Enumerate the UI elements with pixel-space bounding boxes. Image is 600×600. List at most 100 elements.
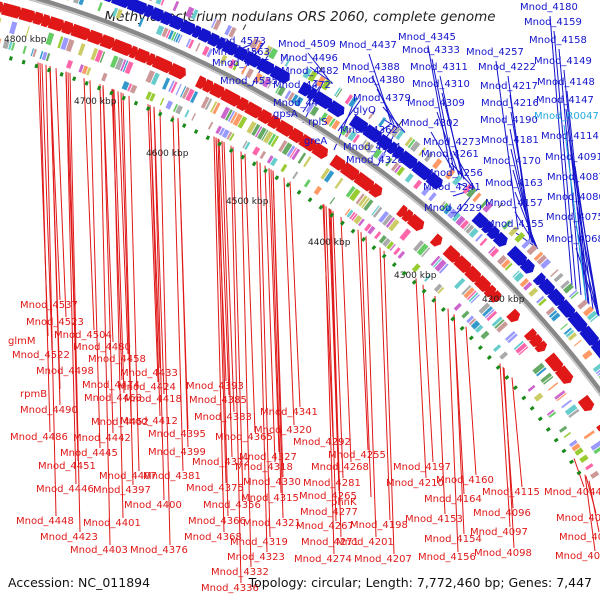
minus-feature-block <box>204 98 213 111</box>
minus-feature-block <box>286 145 296 158</box>
leader-line <box>128 95 140 472</box>
plus-feature-block <box>290 94 299 104</box>
leader-line <box>177 118 189 448</box>
minus-feature-block <box>564 404 578 416</box>
minus-gene-label: Mnod_4096 <box>473 508 531 519</box>
minus-gene-label: Mnod_4424 <box>118 382 176 393</box>
minus-feature-block <box>466 290 477 301</box>
leader-line <box>122 93 134 486</box>
plus-gene-label: Mnod_4181 <box>481 135 539 146</box>
plus-strand-arrow <box>179 19 196 36</box>
minus-feature-block <box>421 247 431 258</box>
rna-block <box>410 140 421 153</box>
leader-line <box>511 377 523 488</box>
gc-marker <box>512 385 518 391</box>
minus-gene-label: Mnod_4332 <box>211 567 269 578</box>
minus-feature-block <box>145 70 155 84</box>
minus-feature-block <box>358 195 368 207</box>
minus-gene-label: Mnod_4522 <box>12 350 70 361</box>
minus-gene-label: Mnod_4458 <box>88 354 146 365</box>
leader-line <box>495 60 519 229</box>
plus-feature-block <box>479 237 488 247</box>
minus-gene-label: Mnod_4395 <box>148 429 206 440</box>
plus-gene-label: Mnod_4472 <box>273 80 331 91</box>
minus-feature-block <box>486 310 498 322</box>
minus-strand-arrow <box>577 394 595 412</box>
gc-marker <box>228 148 234 153</box>
leader-line <box>153 106 165 501</box>
leader-line <box>268 168 280 453</box>
plus-feature-block <box>497 254 507 265</box>
minus-gene-label: Mnod_4265 <box>299 491 357 502</box>
leader-line <box>499 363 511 528</box>
leader-line <box>431 58 455 172</box>
plus-feature-block <box>284 90 292 100</box>
plus-feature-block <box>344 128 352 138</box>
plus-strand-arrow <box>297 81 312 97</box>
gc-marker <box>411 279 417 285</box>
minus-feature-block <box>532 362 545 375</box>
minus-gene-label: Mnod_4397 <box>93 485 151 496</box>
minus-gene-label: Mnod_4490 <box>20 405 78 416</box>
plus-feature-block <box>455 215 466 226</box>
minus-gene-label: Mnod_4366 <box>188 516 246 527</box>
rna-block <box>590 314 599 323</box>
leader-line <box>213 136 225 533</box>
outer-feature-block <box>353 214 363 225</box>
outer-feature-block <box>129 84 138 94</box>
gc-marker <box>318 204 324 210</box>
minus-strand-arrow <box>267 114 281 130</box>
leader-line <box>340 216 352 463</box>
leader-line <box>55 68 67 318</box>
leader-line <box>83 78 95 331</box>
gc-marker <box>361 236 366 242</box>
plus-feature-block <box>519 278 530 288</box>
minus-gene-label: Mnod_4281 <box>303 478 361 489</box>
plus-feature-block <box>501 259 511 269</box>
plus-feature-block <box>560 323 568 330</box>
plus-feature-block <box>275 84 281 94</box>
plus-gene-label: Mnod_4345 <box>398 32 456 43</box>
minus-strand-arrow <box>311 142 328 160</box>
minus-feature-block <box>65 39 75 53</box>
leader-line <box>221 140 233 458</box>
leader-line <box>307 52 331 82</box>
minus-strand-arrow <box>220 88 241 107</box>
rna-block <box>213 19 222 31</box>
leader-line <box>230 145 242 584</box>
gc-marker <box>431 297 437 303</box>
gc-marker <box>459 325 465 331</box>
leader-line <box>382 106 406 133</box>
leader-line <box>111 88 123 381</box>
rna-block <box>526 244 538 256</box>
map-title: Methylobacterium nodulans ORS 2060, comp… <box>104 9 496 25</box>
minus-feature-block <box>372 206 383 218</box>
minus-gene-label: Mnod_4323 <box>227 552 285 563</box>
rna-block <box>160 0 165 6</box>
minus-feature-block <box>543 376 554 385</box>
plus-feature-block <box>328 118 336 127</box>
minus-feature-block <box>90 47 99 61</box>
plus-feature-block <box>240 65 247 75</box>
outer-feature-block <box>563 432 572 438</box>
minus-feature-block <box>334 177 344 189</box>
gc-marker <box>109 90 114 96</box>
plus-strand-arrow <box>150 7 165 22</box>
gc-marker <box>495 364 501 370</box>
gc-marker <box>561 448 567 454</box>
plus-feature-block <box>97 2 103 12</box>
plus-gene-label: Mnod_4180 <box>520 2 578 13</box>
minus-feature-block <box>515 342 528 354</box>
rna-block <box>148 0 152 2</box>
leader-line <box>256 160 268 553</box>
minus-gene-label: Mnod_4315 <box>241 493 299 504</box>
leader-line <box>328 208 340 492</box>
plus-strand-arrow <box>579 325 599 346</box>
plus-feature-block <box>377 152 386 162</box>
plus-feature-block <box>545 306 556 316</box>
minus-feature-block <box>363 199 374 211</box>
plus-feature-block <box>138 17 144 28</box>
outer-feature-block <box>574 447 584 456</box>
leader-line <box>244 153 256 433</box>
outer-feature-block <box>215 125 222 135</box>
